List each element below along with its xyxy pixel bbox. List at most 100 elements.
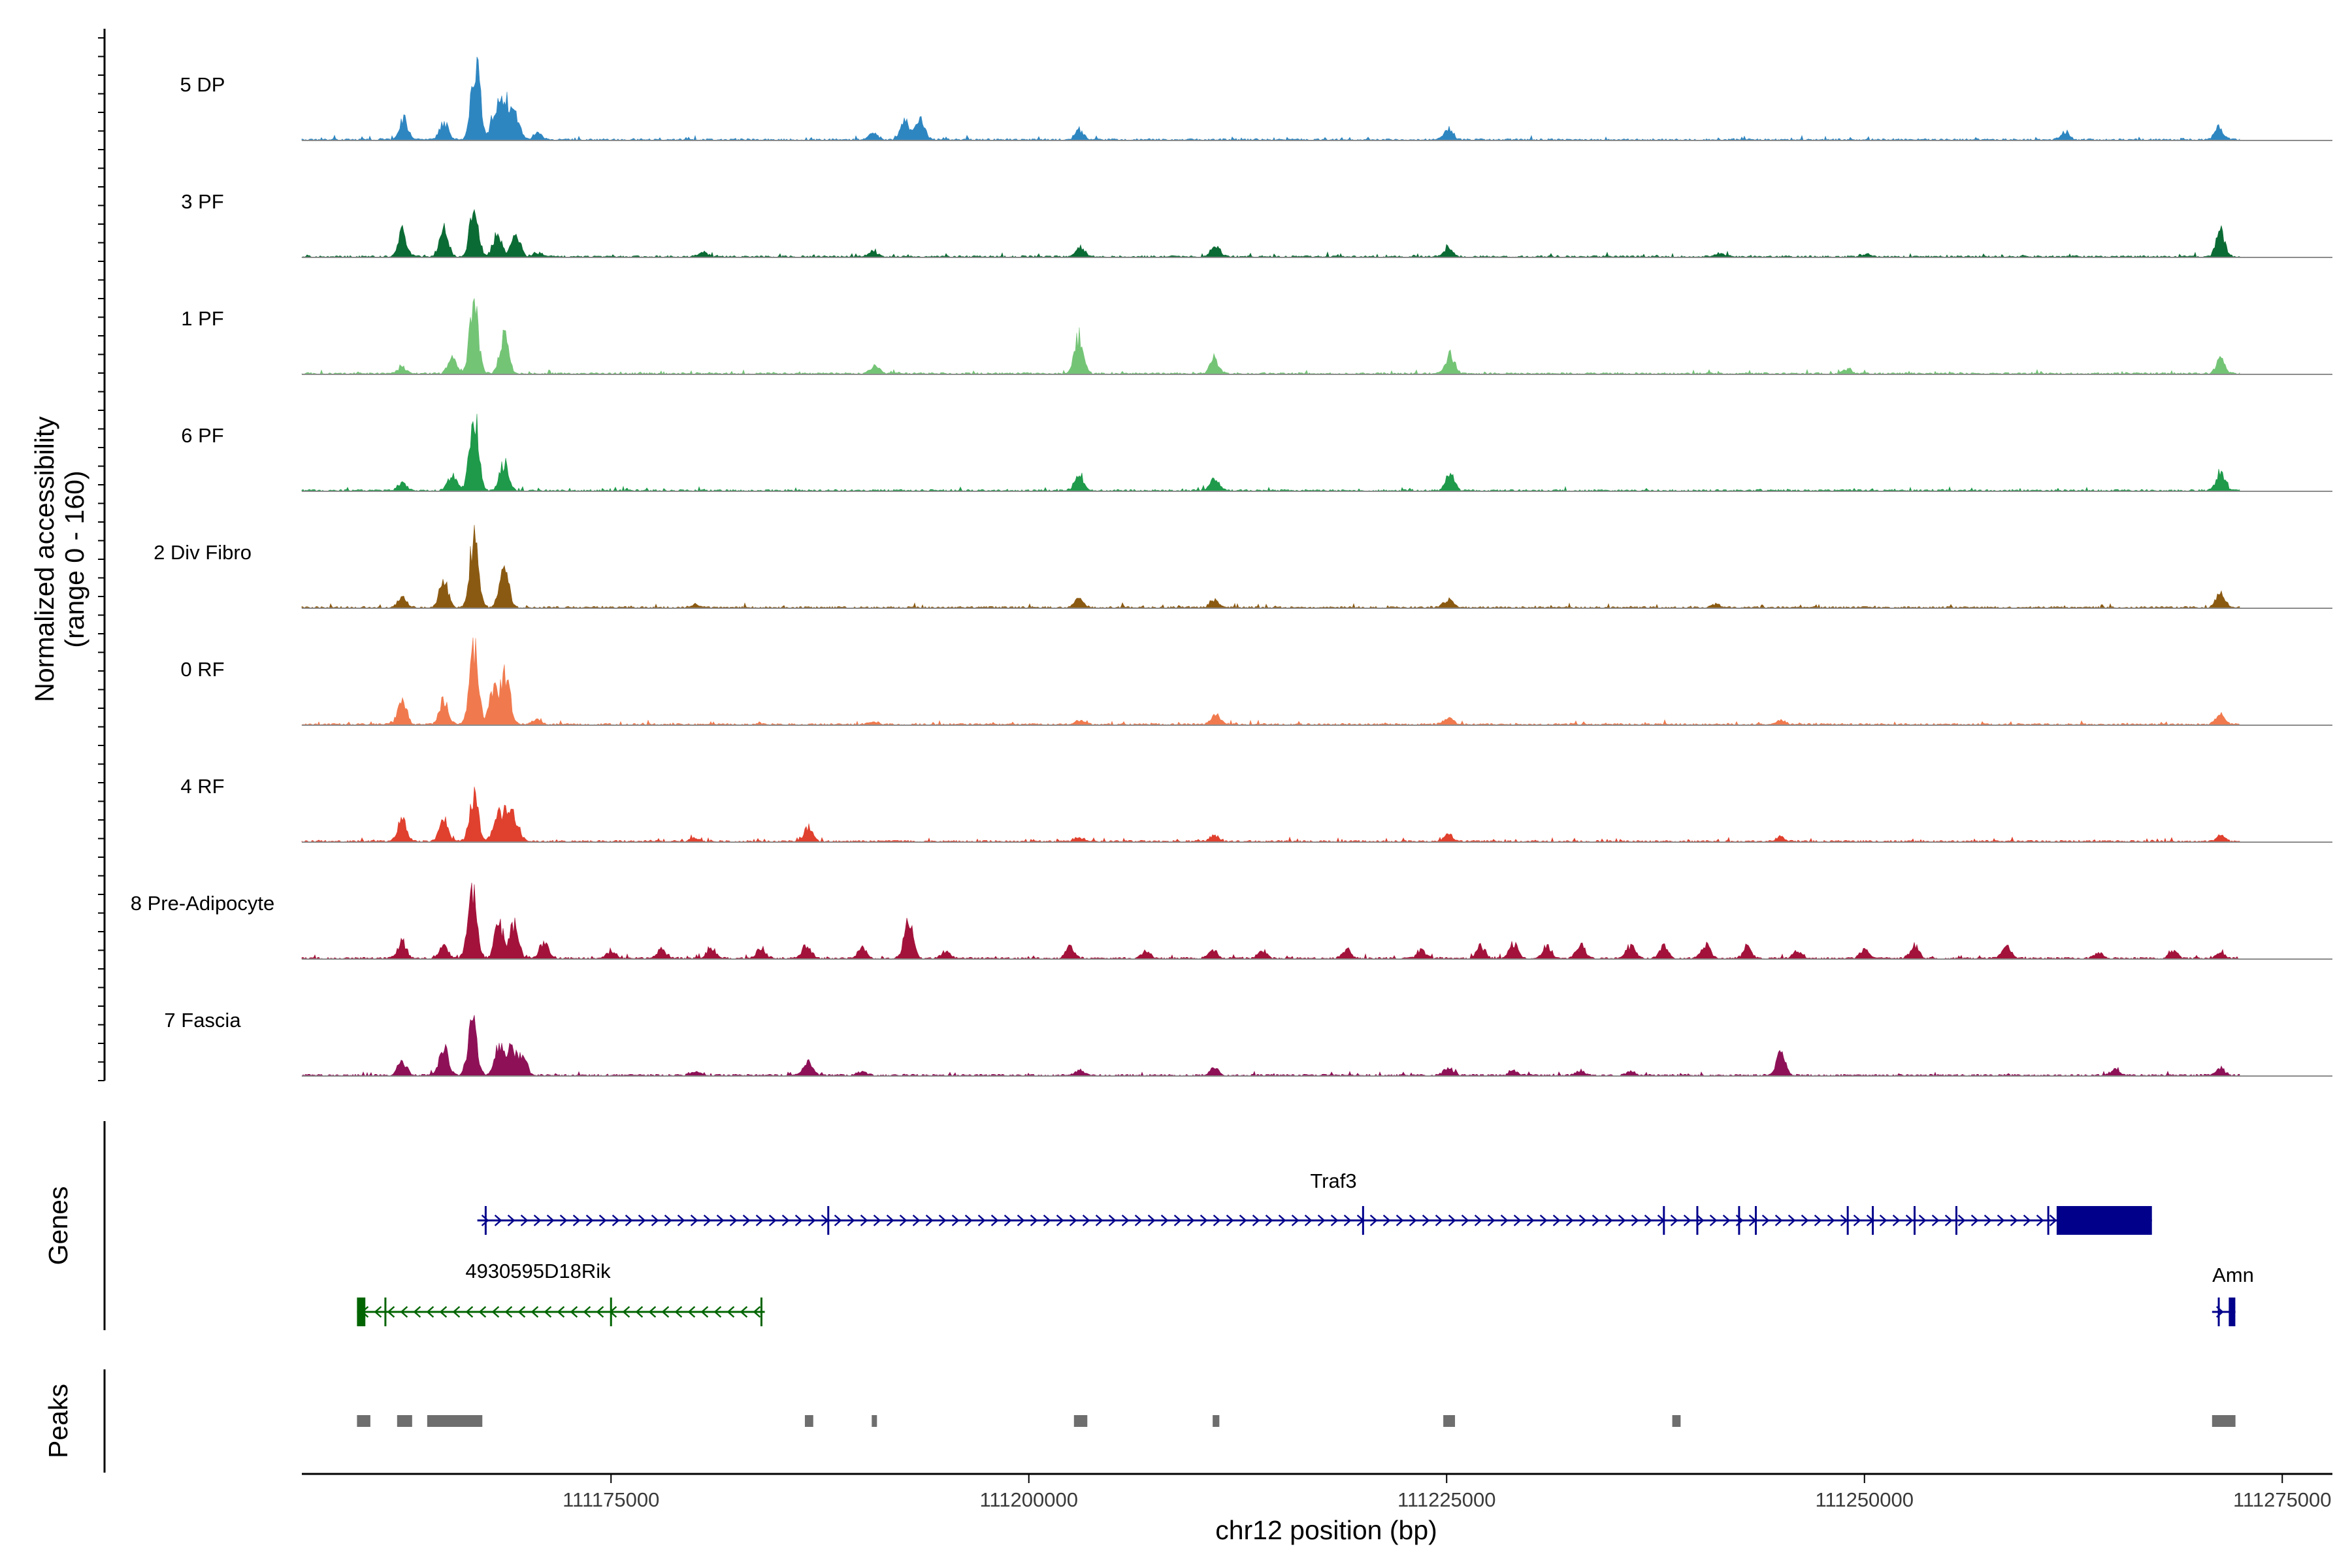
strand-chevron [938,1215,947,1226]
strand-chevron [1226,1215,1234,1226]
strand-chevron [622,1306,630,1318]
strand-chevron [1278,1215,1286,1226]
coverage-area [301,787,2240,843]
strand-chevron [1970,1215,1979,1226]
peak-region [1073,1415,1088,1427]
strand-chevron [1017,1215,1025,1226]
strand-chevron [2023,1215,2031,1226]
strand-chevron [1774,1215,1783,1226]
strand-chevron [1761,1215,1770,1226]
x-tick-label: 111275000 [2233,1488,2332,1511]
gene-Traf3: Traf3 [477,1169,2152,1235]
coverage-track-9: 7 Fascia [164,1009,2332,1077]
track-label: 2 Div Fibro [154,541,252,564]
strand-chevron [1605,1215,1613,1226]
strand-chevron [426,1306,434,1318]
strand-chevron [1121,1215,1130,1226]
strand-chevron [781,1215,790,1226]
x-tick-label: 111200000 [979,1488,1078,1511]
track-label: 4 RF [180,775,224,798]
strand-chevron [585,1215,594,1226]
strand-chevron [1422,1215,1430,1226]
strand-chevron [964,1215,973,1226]
strand-chevron [873,1215,881,1226]
strand-chevron [1827,1215,1835,1226]
strand-chevron [651,1215,659,1226]
strand-chevron [1513,1215,1522,1226]
strand-chevron [1500,1215,1509,1226]
strand-chevron [742,1215,751,1226]
strand-chevron [1396,1215,1404,1226]
strand-chevron [677,1215,685,1226]
coverage-track-4: 6 PF [181,414,2332,492]
strand-chevron [740,1306,748,1318]
strand-chevron [834,1215,842,1226]
strand-chevron [1905,1215,1914,1226]
strand-chevron [729,1215,738,1226]
strand-chevron [1330,1215,1339,1226]
peak-region [1213,1415,1220,1427]
strand-chevron [1984,1215,1992,1226]
strand-chevron [648,1306,657,1318]
strand-chevron [374,1306,382,1318]
strand-chevron [977,1215,986,1226]
coverage-track-1: 5 DP [180,56,2332,141]
strand-chevron [517,1306,526,1318]
strand-chevron [1030,1215,1038,1226]
strand-chevron [713,1306,722,1318]
strand-chevron [387,1306,395,1318]
strand-chevron [1957,1215,1966,1226]
strand-chevron [520,1215,529,1226]
strand-chevron [1252,1215,1260,1226]
strand-chevron [635,1306,644,1318]
strand-chevron [1670,1215,1678,1226]
strand-chevron [1631,1215,1639,1226]
strand-chevron [1173,1215,1182,1226]
strand-chevron [465,1306,474,1318]
strand-chevron [1004,1215,1012,1226]
strand-chevron [1147,1215,1156,1226]
gene-utr-block [357,1298,366,1326]
strand-chevron [413,1306,421,1318]
strand-chevron [1108,1215,1117,1226]
strand-chevron [583,1306,591,1318]
strand-chevron [1879,1215,1887,1226]
strand-chevron [1213,1215,1221,1226]
strand-chevron [990,1215,999,1226]
track-label: 7 Fascia [164,1009,241,1032]
x-tick-label: 111250000 [1815,1488,1914,1511]
strand-chevron [1853,1215,1861,1226]
strand-chevron [1944,1215,1953,1226]
strand-chevron [1474,1215,1482,1226]
peaks-panel-title: Peaks [43,1384,73,1458]
peak-region [872,1415,877,1427]
peak-region [1443,1415,1456,1427]
strand-chevron [1343,1215,1352,1226]
strand-chevron [1448,1215,1456,1226]
strand-chevron [753,1306,761,1318]
peak-region [2212,1415,2236,1427]
strand-chevron [570,1306,578,1318]
coverage-tracks: 5 DP 3 PF 1 PF 6 PF 2 Div Fibro 0 RF 4 RF 8 Pre… [131,56,2332,1077]
strand-chevron [504,1306,513,1318]
strand-chevron [1239,1215,1247,1226]
y-axis-title-line2: (range 0 - 160) [59,470,90,647]
coverage-track-6: 0 RF [180,637,2332,726]
x-axis-ticks: 111175000 111200000 111225000 111250000 1112… [563,1474,2332,1511]
x-tick-label: 111225000 [1397,1488,1496,1511]
coverage-track-8: 8 Pre-Adipocyte [131,883,2332,960]
peak-regions-track [357,1415,2236,1427]
strand-chevron [481,1215,489,1226]
strand-chevron [1095,1215,1103,1226]
strand-chevron [661,1306,670,1318]
track-label: 8 Pre-Adipocyte [131,892,275,915]
strand-chevron [533,1215,542,1226]
strand-chevron [1435,1215,1443,1226]
strand-chevron [1683,1215,1691,1226]
strand-chevron [2049,1215,2057,1226]
strand-chevron [1618,1215,1626,1226]
track-label: 3 PF [181,190,223,213]
strand-chevron [559,1215,568,1226]
strand-chevron [1382,1215,1391,1226]
